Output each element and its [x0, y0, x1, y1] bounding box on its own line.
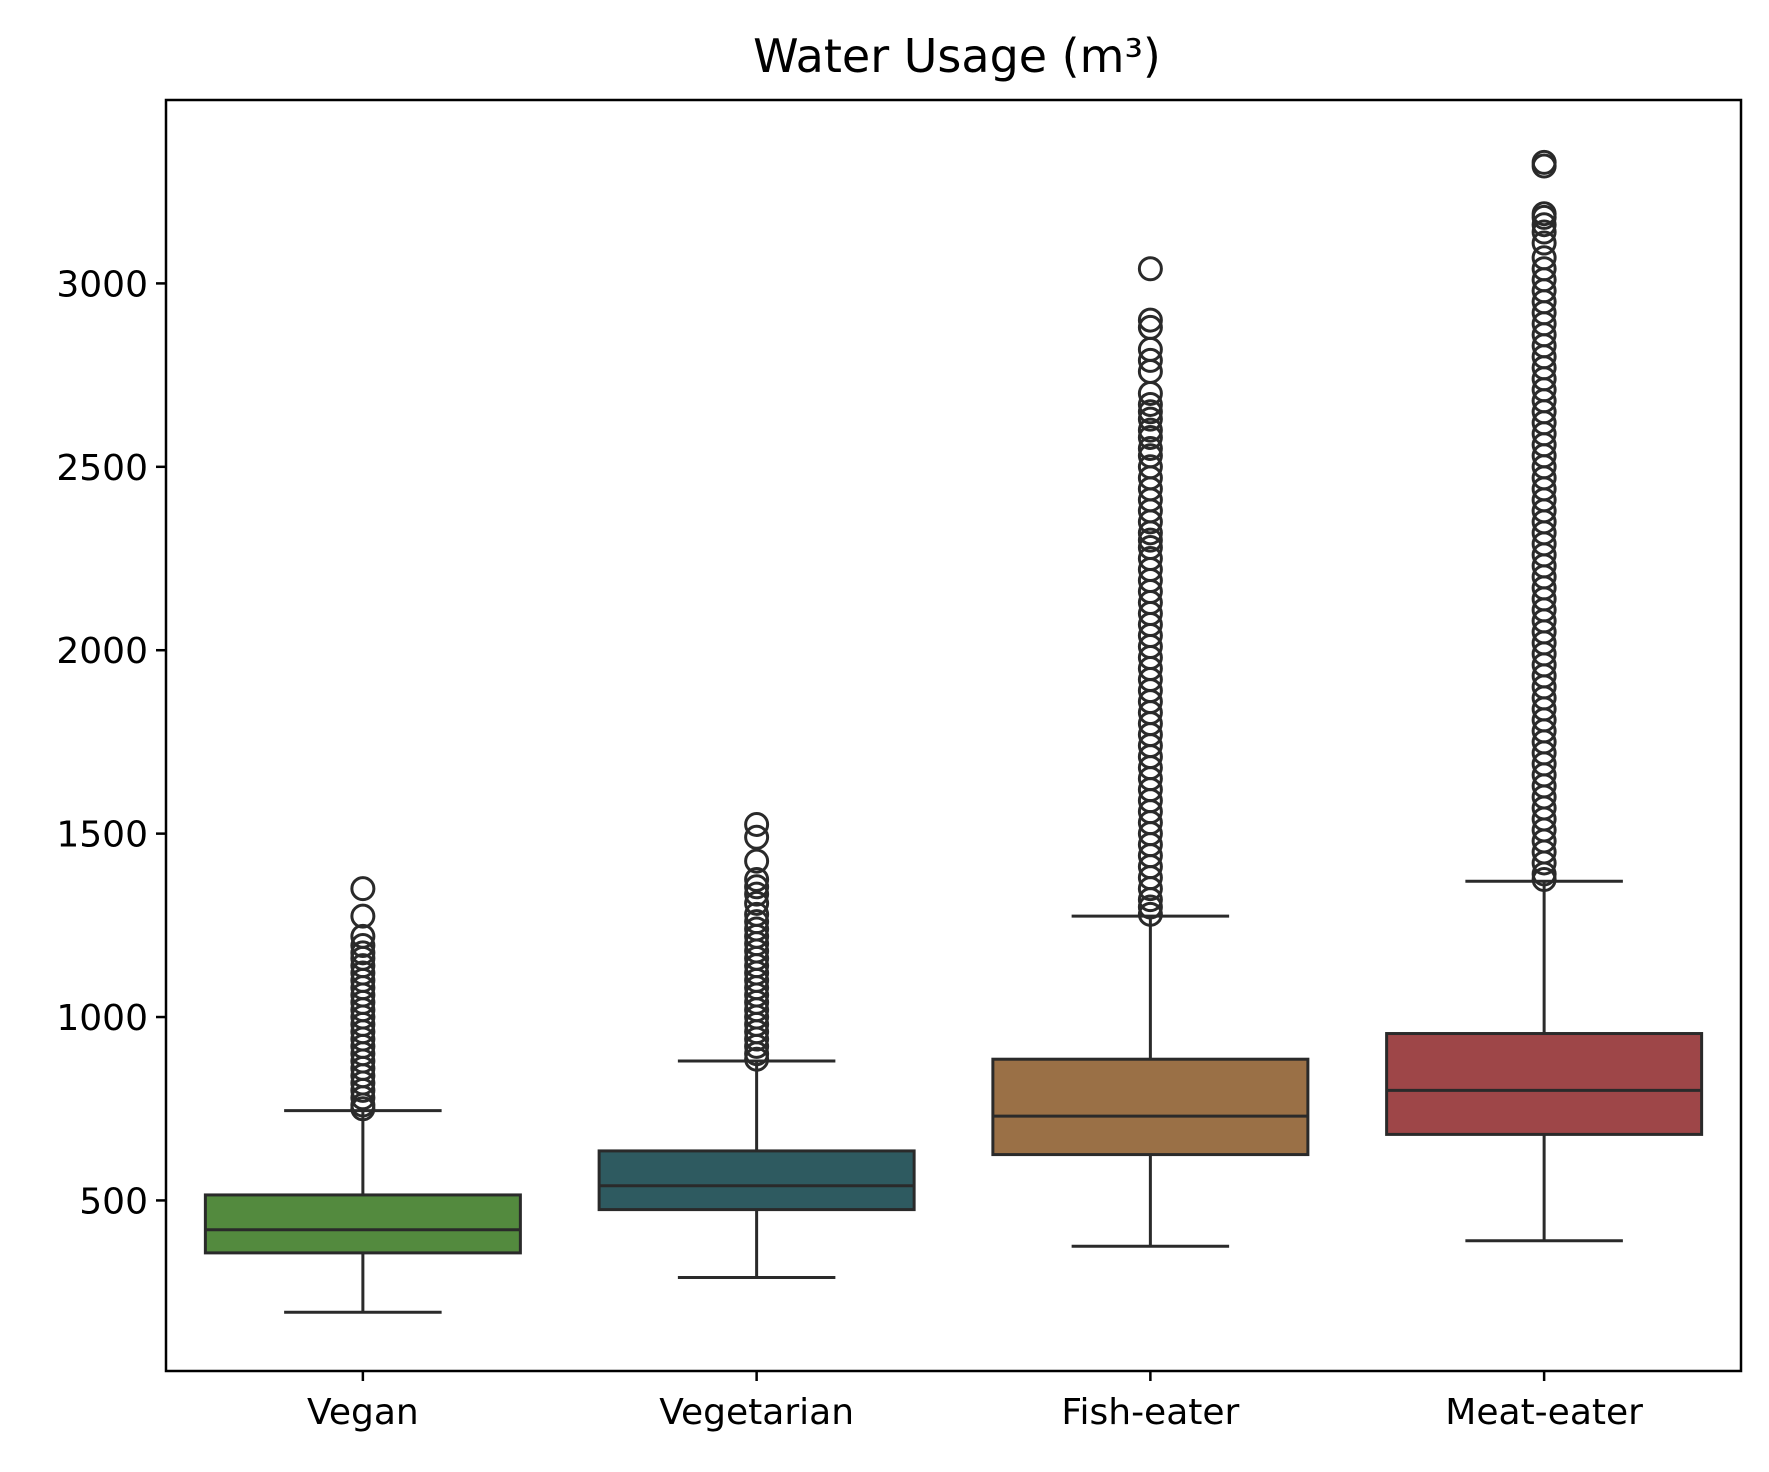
outlier-point: [744, 874, 770, 900]
outlier-point: [350, 876, 376, 902]
outlier-point: [350, 903, 376, 929]
y-tick-label: 3000: [56, 264, 148, 305]
iqr-box: [597, 1149, 916, 1212]
outlier-point: [1137, 406, 1163, 432]
outlier-point: [744, 1026, 770, 1052]
box-group-vegan: [203, 876, 522, 1314]
outlier-point: [1137, 391, 1163, 417]
plot-area: 500 1000 1500 2000 2500 3000 Vegan Vegetarian Fi…: [56, 98, 1743, 1433]
chart-title: Water Usage (m³): [753, 29, 1161, 83]
outlier-point: [1137, 307, 1163, 333]
outlier-point: [1531, 230, 1557, 256]
outlier-point: [1531, 153, 1557, 179]
box-group-fish-eater: [991, 256, 1310, 1248]
outlier-point: [1531, 850, 1557, 876]
outlier-point: [1137, 435, 1163, 461]
box-group-meat-eater: [1385, 149, 1704, 1243]
outlier-point: [350, 1085, 376, 1111]
outlier-point: [744, 848, 770, 874]
outlier-point: [1137, 520, 1163, 546]
iqr-box: [203, 1193, 522, 1255]
y-tick-label: 1000: [56, 998, 148, 1039]
outlier-point: [1531, 219, 1557, 245]
y-tick-label: 500: [79, 1181, 148, 1222]
y-tick-label: 2500: [56, 448, 148, 489]
outlier-point: [1137, 256, 1163, 282]
outlier-point: [1137, 399, 1163, 425]
outlier-point: [744, 811, 770, 837]
outlier-point: [1137, 380, 1163, 406]
iqr-box: [991, 1057, 1310, 1157]
outlier-point: [744, 881, 770, 907]
axes-frame: [164, 98, 1743, 1373]
iqr-box: [1385, 1032, 1704, 1136]
outlier-point: [1137, 424, 1163, 450]
x-tick-label: Fish-eater: [1061, 1392, 1239, 1433]
outlier-point: [350, 932, 376, 958]
outlier-point: [1137, 876, 1163, 902]
outlier-point: [744, 1033, 770, 1059]
x-tick-label: Vegetarian: [659, 1392, 854, 1433]
outlier-point: [744, 866, 770, 892]
outlier-point: [350, 1077, 376, 1103]
y-tick-label: 2000: [56, 631, 148, 672]
x-tick-label: Vegan: [307, 1392, 419, 1433]
outlier-point: [744, 890, 770, 916]
outlier-point: [744, 824, 770, 850]
outlier-point: [1137, 509, 1163, 535]
outlier-point: [1137, 347, 1163, 373]
outlier-point: [1531, 204, 1557, 230]
outlier-point: [1137, 417, 1163, 443]
x-tick-label: Meat-eater: [1445, 1392, 1643, 1433]
outlier-point: [1531, 212, 1557, 238]
outlier-point: [1137, 527, 1163, 553]
outlier-point: [1137, 887, 1163, 913]
y-tick-label: 1500: [56, 815, 148, 856]
box-group-vegetarian: [597, 811, 916, 1279]
